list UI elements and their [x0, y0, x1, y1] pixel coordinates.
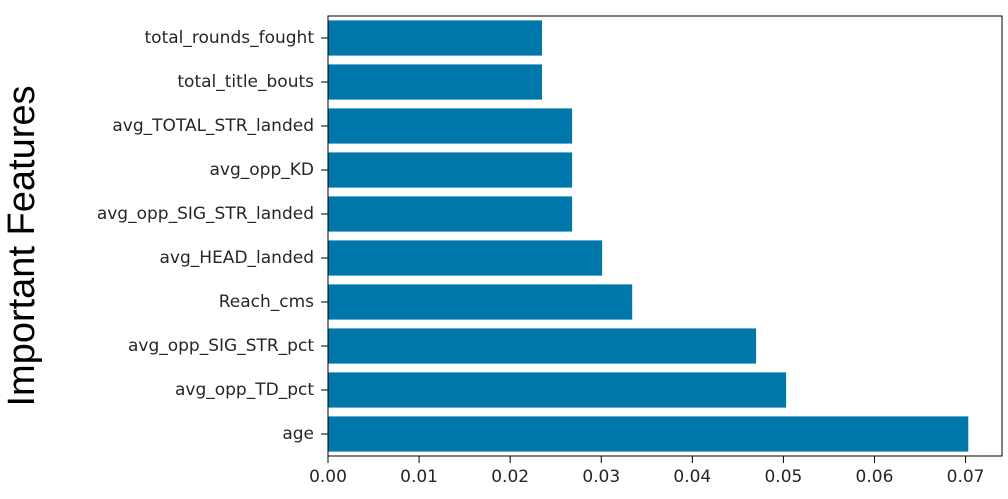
y-axis-label: Important Features: [1, 85, 43, 406]
y-tick-label: total_rounds_fought: [145, 28, 315, 48]
bar-avg_opp_SIG_STR_landed: [328, 196, 573, 232]
y-tick-label: avg_opp_SIG_STR_pct: [128, 336, 314, 356]
y-tick-label: Reach_cms: [219, 292, 314, 312]
bar-avg_TOTAL_STR_landed: [328, 108, 573, 144]
x-tick-label: 0.02: [491, 467, 529, 487]
y-tick-label: total_title_bouts: [177, 72, 314, 92]
plot-frame: [327, 15, 1003, 457]
bar-avg_opp_SIG_STR_pct: [328, 328, 757, 364]
x-tick-label: 0.05: [764, 467, 802, 487]
bar-age: [328, 416, 969, 452]
y-tick-label: avg_opp_TD_pct: [175, 380, 314, 400]
bar-Reach_cms: [328, 284, 633, 320]
x-tick-label: 0.06: [856, 467, 894, 487]
y-tick-label: avg_opp_KD: [210, 160, 315, 180]
plot-area: total_rounds_fought total_title_bouts avg_…: [97, 15, 1003, 487]
x-tick-label: 0.07: [947, 467, 985, 487]
bar-avg_opp_KD: [328, 152, 573, 188]
bar-total_rounds_fought: [328, 20, 543, 56]
x-tick-label: 0.01: [400, 467, 438, 487]
y-tick-label: avg_opp_SIG_STR_landed: [97, 204, 314, 224]
x-tick-label: 0.04: [673, 467, 711, 487]
y-tick-label: avg_TOTAL_STR_landed: [112, 116, 314, 136]
y-tick-label: avg_HEAD_landed: [160, 248, 314, 268]
x-tick-label: 0.03: [582, 467, 620, 487]
bar-avg_opp_TD_pct: [328, 372, 787, 408]
x-tick-label: 0.00: [309, 467, 347, 487]
y-tick-label: age: [282, 424, 314, 444]
bar-total_title_bouts: [328, 64, 543, 100]
bar-avg_HEAD_landed: [328, 240, 603, 276]
